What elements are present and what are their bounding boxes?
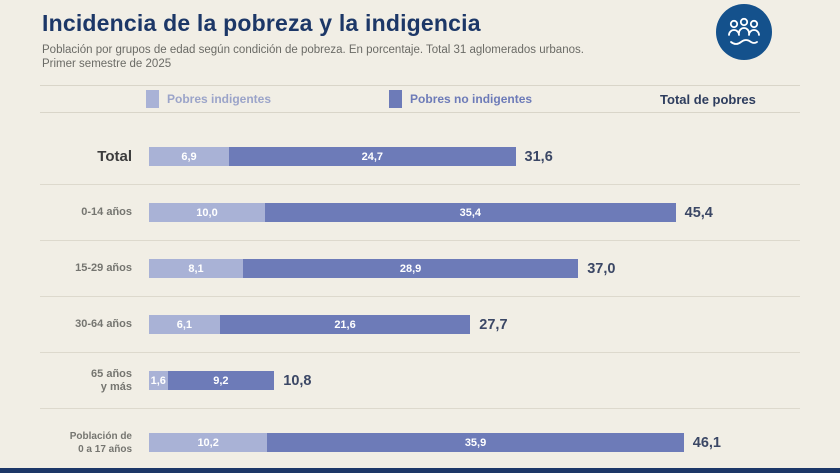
bar-segment-indigentes: 10,0 [149,203,265,222]
segment-value-label: 10,2 [197,436,219,449]
bar-track: 6,1 21,6 27,7 [149,315,508,334]
people-group-icon [716,4,772,60]
total-value-label: 37,0 [587,260,616,277]
stacked-bar-chart: Total 6,9 24,7 31,6 0-14 años 10,0 35,4 45,4 15-… [0,129,840,470]
subtitle-line-2: Primer semestre de 2025 [42,58,172,70]
legend-item-pobres-indigentes: Pobres indigentes [146,90,271,108]
chart-row: 0-14 años 10,0 35,4 45,4 [40,185,800,241]
legend-label: Total de pobres [660,91,756,107]
category-label: 0-14 años [81,206,132,218]
legend-item-pobres-no-indigentes: Pobres no indigentes [389,90,532,108]
legend: Pobres indigentes Pobres no indigentes T… [40,85,800,113]
footer-accent-bar [0,468,840,473]
bar-segment-indigentes: 8,1 [149,259,243,278]
bar-segment-indigentes: 10,2 [149,433,268,452]
header: Incidencia de la pobreza y la indigencia… [0,0,840,71]
page-title: Incidencia de la pobreza y la indigencia [42,10,481,36]
legend-item-total-de-pobres: Total de pobres [660,92,756,107]
chart-row: 65 años y más 1,6 9,2 10,8 [40,353,800,409]
total-value-label: 31,6 [524,148,553,165]
segment-value-label: 9,2 [213,374,229,387]
bar-segment-no-indigentes: 35,4 [265,203,676,222]
bar-track: 10,2 35,9 46,1 [149,433,721,452]
category-label: Población de 0 a 17 años [69,430,132,455]
chart-row: 30-64 años 6,1 21,6 27,7 [40,297,800,353]
bar-segment-indigentes: 6,9 [149,147,230,166]
segment-value-label: 6,9 [181,150,197,163]
subtitle-line-1: Población por grupos de edad según condi… [42,44,584,56]
bar-segment-indigentes: 1,6 [149,371,168,390]
segment-value-label: 28,9 [399,262,422,275]
total-value-label: 45,4 [684,204,713,221]
total-value-label: 10,8 [283,372,312,389]
category-label: Total [97,147,132,165]
segment-value-label: 24,7 [361,150,383,163]
category-label: 15-29 años [75,262,132,274]
bar-segment-indigentes: 6,1 [149,315,220,334]
total-value-label: 27,7 [479,316,508,333]
bar-segment-no-indigentes: 28,9 [242,259,579,278]
legend-swatch-indigentes [146,90,159,108]
segment-value-label: 21,6 [334,318,356,331]
category-label: 30-64 años [75,318,132,330]
segment-value-label: 35,4 [459,206,482,219]
bar-track: 6,9 24,7 31,6 [149,147,553,166]
chart-row: Población de 0 a 17 años 10,2 35,9 46,1 [40,415,800,470]
category-label: 65 años y más [91,367,132,393]
legend-label: Pobres indigentes [167,92,272,106]
segment-value-label: 1,6 [150,374,166,387]
bar-segment-no-indigentes: 35,9 [267,433,684,452]
legend-label: Pobres no indigentes [410,92,533,106]
bar-segment-no-indigentes: 9,2 [167,371,275,390]
chart-row: 15-29 años 8,1 28,9 37,0 [40,241,800,297]
segment-value-label: 8,1 [188,262,204,275]
segment-value-label: 10,0 [196,206,218,219]
bar-track: 8,1 28,9 37,0 [149,259,615,278]
bar-segment-no-indigentes: 21,6 [219,315,471,334]
bar-track: 10,0 35,4 45,4 [149,203,713,222]
chart-row: Total 6,9 24,7 31,6 [40,129,800,185]
segment-value-label: 6,1 [176,318,193,331]
bar-segment-no-indigentes: 24,7 [229,147,516,166]
segment-value-label: 35,9 [464,436,487,449]
legend-swatch-no-indigentes [389,90,403,108]
total-value-label: 46,1 [692,434,721,451]
bar-track: 1,6 9,2 10,8 [149,371,312,390]
